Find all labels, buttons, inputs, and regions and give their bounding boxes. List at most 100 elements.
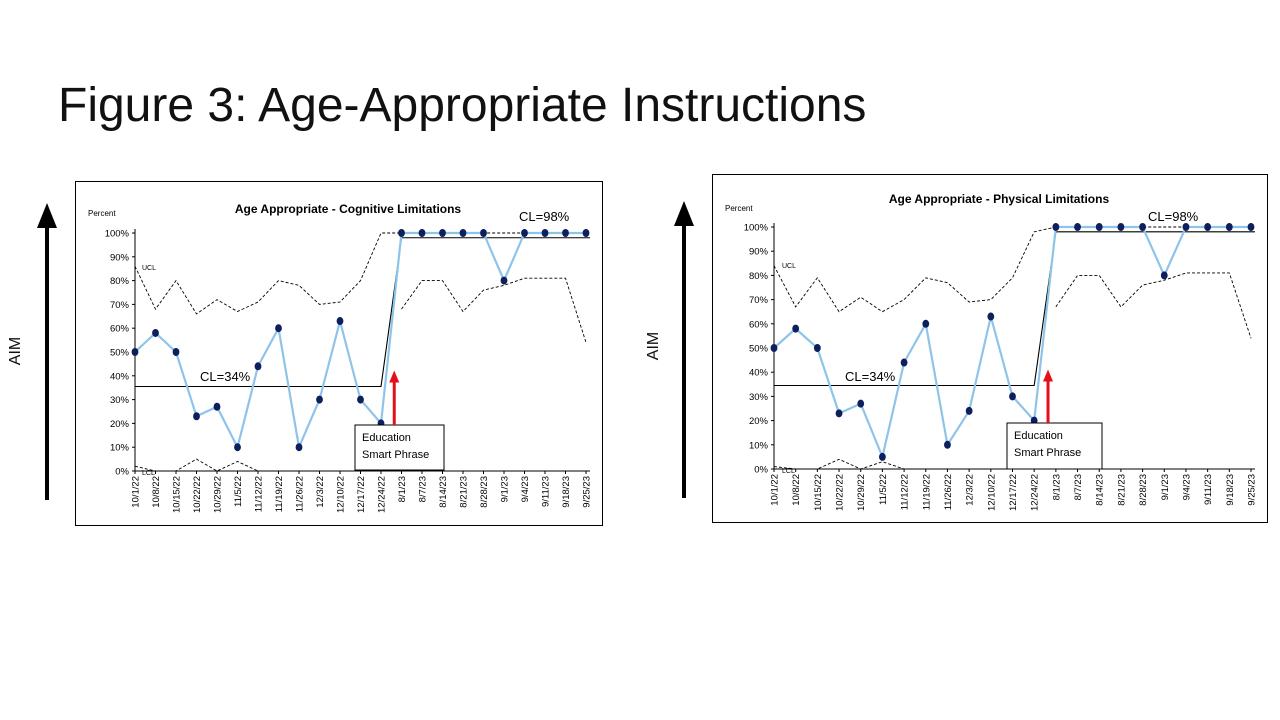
x-tick-label: 9/1/23	[500, 476, 511, 502]
data-point	[131, 348, 139, 356]
y-tick-label: 90%	[749, 247, 769, 258]
x-tick-label: 11/19/22	[921, 474, 932, 510]
x-tick-label: 9/25/23	[1247, 474, 1258, 506]
data-point	[172, 348, 180, 356]
data-point	[770, 344, 778, 352]
slide-title: Figure 3: Age-Appropriate Instructions	[58, 79, 867, 132]
x-tick-label: 10/15/22	[172, 476, 183, 513]
data-point	[965, 406, 973, 415]
x-tick-label: 11/5/22	[878, 474, 889, 505]
x-tick-label: 12/3/22	[315, 476, 326, 508]
data-point	[152, 328, 159, 337]
x-tick-label: 10/15/22	[813, 474, 824, 511]
data-point	[1052, 223, 1060, 231]
x-tick-label: 8/21/23	[1116, 474, 1127, 506]
y-tick-label: 20%	[110, 419, 130, 430]
data-point	[1139, 223, 1146, 231]
data-point	[1247, 223, 1255, 231]
x-tick-label: 9/18/23	[1225, 474, 1236, 506]
lcl-line	[401, 277, 587, 343]
lcl-line	[1055, 272, 1252, 339]
data-line	[134, 231, 586, 452]
data-point	[275, 324, 282, 333]
x-tick-label: 11/26/22	[295, 476, 306, 512]
data-point	[316, 395, 323, 404]
data-point	[1074, 223, 1081, 231]
intervention-box	[1006, 422, 1103, 470]
chart-svg: Age Appropriate - Physical Limitations Pe…	[725, 192, 1258, 511]
x-tick-label: 11/19/22	[274, 476, 285, 512]
data-point	[1204, 223, 1212, 231]
data-point	[879, 452, 886, 461]
data-point	[857, 399, 865, 408]
y-tick-label: 50%	[110, 348, 130, 359]
y-tick-label: 40%	[749, 368, 769, 379]
x-tick-label: 9/4/23	[1181, 474, 1192, 500]
data-point	[562, 229, 569, 237]
data-point	[418, 229, 426, 237]
data-point	[582, 229, 590, 237]
chart-cognitive-limitations: Age Appropriate - Cognitive Limitations P…	[75, 181, 603, 526]
y-tick-label: 60%	[749, 319, 769, 330]
lcl-label: LCL	[782, 468, 795, 475]
data-point	[922, 319, 930, 328]
intervention-label-line1: Education	[1014, 430, 1063, 442]
x-tick-label: 9/4/23	[520, 476, 531, 502]
data-point	[398, 229, 405, 237]
x-tick-label: 9/18/23	[561, 476, 572, 508]
data-point	[295, 443, 303, 452]
x-tick-label: 12/10/22	[986, 474, 997, 511]
x-tick-label: 9/1/23	[1160, 474, 1171, 500]
y-tick-label: 80%	[110, 276, 130, 287]
intervention-arrow-icon	[1043, 369, 1054, 382]
data-point	[439, 229, 446, 237]
data-point	[500, 276, 508, 285]
intervention-label-line1: Education	[362, 432, 411, 444]
y-tick-label: 30%	[110, 395, 130, 406]
data-point	[835, 409, 843, 418]
y-tick-label: 50%	[749, 344, 769, 355]
intervention-arrow-icon	[389, 370, 400, 383]
x-tick-label: 10/29/22	[213, 476, 224, 513]
aim-arrow-icon	[37, 203, 57, 500]
ucl-label: UCL	[142, 265, 156, 272]
data-point	[987, 312, 995, 321]
data-line	[773, 225, 1251, 461]
x-tick-label: 9/11/23	[1203, 474, 1214, 505]
intervention-label-line2: Smart Phrase	[1014, 447, 1081, 459]
x-tick-label: 10/1/22	[131, 476, 142, 508]
lcl-line	[773, 458, 905, 470]
x-tick-label: 8/28/23	[1138, 474, 1149, 506]
chart-svg: Age Appropriate - Cognitive Limitations P…	[88, 202, 593, 513]
chart-physical-limitations: Age Appropriate - Physical Limitations Pe…	[712, 174, 1268, 523]
x-tick-label: 12/10/22	[336, 476, 347, 513]
x-tick-label: 8/1/23	[1051, 474, 1062, 500]
data-point	[813, 344, 821, 352]
data-point	[1117, 223, 1125, 231]
center-line	[135, 237, 590, 388]
data-point	[357, 395, 364, 404]
x-tick-label: 10/8/22	[791, 474, 802, 506]
x-tick-label: 12/24/22	[377, 476, 388, 513]
x-tick-label: 11/5/22	[233, 476, 244, 507]
x-tick-label: 8/1/23	[397, 476, 408, 502]
data-point	[541, 229, 549, 237]
x-tick-label: 10/29/22	[856, 474, 867, 511]
data-point	[944, 440, 951, 449]
x-tick-label: 11/26/22	[943, 474, 954, 510]
data-point	[900, 358, 908, 367]
y-tick-label: 0%	[115, 467, 129, 478]
y-tick-label: 100%	[744, 223, 769, 234]
x-tick-label: 11/12/22	[900, 474, 911, 510]
cl-after-label: CL=98%	[519, 209, 570, 224]
lcl-line	[134, 458, 259, 472]
ucl-line	[134, 232, 586, 315]
x-tick-label: 12/3/22	[965, 474, 976, 506]
data-point	[234, 443, 241, 452]
x-tick-label: 8/14/23	[1095, 474, 1106, 506]
y-tick-label: 80%	[749, 271, 769, 282]
intervention-label-line2: Smart Phrase	[362, 449, 429, 461]
data-point	[1095, 223, 1103, 231]
x-tick-label: 10/8/22	[151, 476, 162, 508]
aim-arrow-icon	[674, 201, 694, 498]
